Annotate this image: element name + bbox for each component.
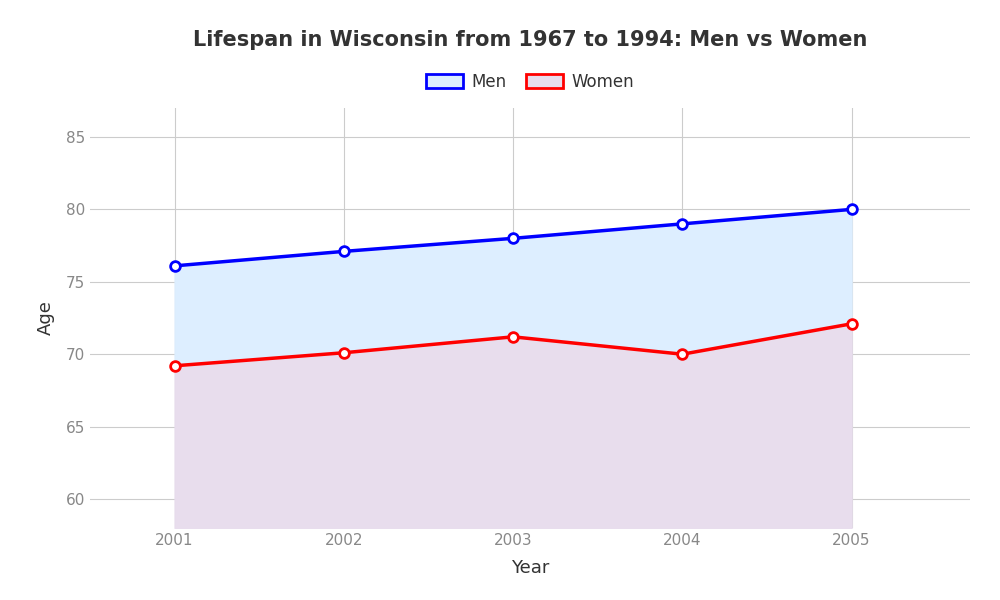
X-axis label: Year: Year [511, 559, 549, 577]
Y-axis label: Age: Age [37, 301, 55, 335]
Title: Lifespan in Wisconsin from 1967 to 1994: Men vs Women: Lifespan in Wisconsin from 1967 to 1994:… [193, 29, 867, 49]
Legend: Men, Women: Men, Women [419, 66, 641, 97]
